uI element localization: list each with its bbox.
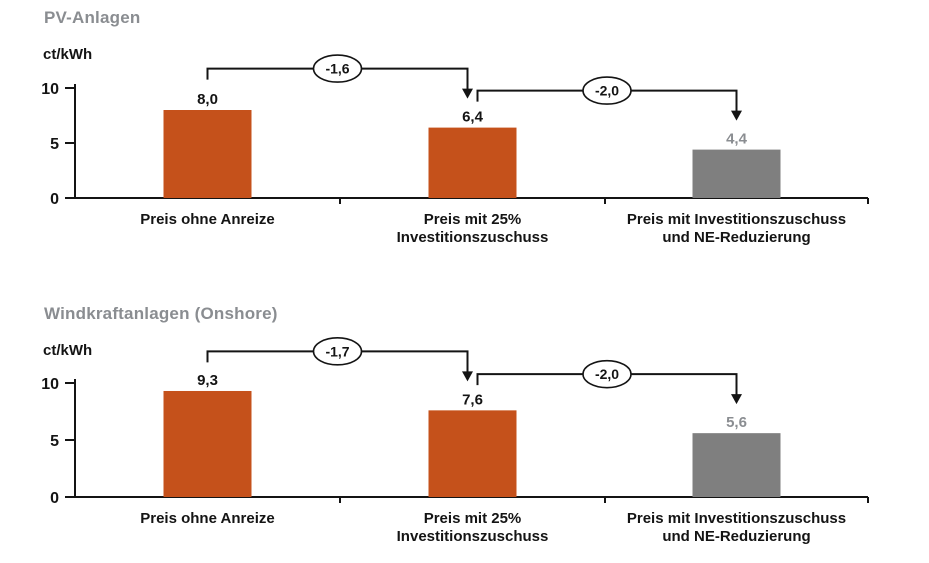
delta-label: -1,6	[325, 61, 349, 77]
category-label: Preis mit 25% Investitionszuschuss	[397, 510, 549, 545]
y-axis-unit-label: ct/kWh	[43, 342, 93, 359]
delta-arrowhead	[462, 371, 473, 382]
bar	[163, 390, 252, 497]
category-label: Preis ohne Anreize	[140, 510, 275, 527]
y-tick-label: 0	[50, 191, 59, 208]
y-tick-label: 10	[41, 81, 59, 98]
bar-value-label: 8,0	[197, 91, 218, 108]
y-tick-label: 5	[50, 433, 59, 450]
bar-value-label: 7,6	[462, 391, 483, 408]
category-label: Preis mit Investitionszuschuss und NE-Red…	[627, 510, 846, 545]
wind-bar-chart-canvas: 0 5 10 9,3 7,6 5,6 Preis ohne Anreize Preis mit…	[41, 337, 869, 545]
delta-ellipse	[312, 54, 363, 83]
delta-label: -1,7	[325, 343, 349, 359]
chart-windkraftanlagen: 0 5 10 9,3 7,6 5,6 Preis ohne Anreize Preis mit…	[0, 296, 929, 563]
bar	[692, 149, 781, 198]
bar-value-label: 4,4	[726, 131, 748, 148]
delta-label: -2,0	[595, 366, 619, 382]
chart-pv-anlagen: 0 5 10 8,0 6,4 4,4 Preis ohne Anreize Preis mit…	[41, 8, 869, 246]
delta-label: -2,0	[595, 83, 619, 99]
category-label: Preis ohne Anreize	[140, 211, 275, 228]
chart-title: PV-Anlagen	[44, 8, 141, 27]
category-label: Preis mit 25% Investitionszuschuss	[397, 211, 549, 246]
chart-title: Windkraftanlagen (Onshore)	[44, 304, 278, 323]
bar	[692, 433, 781, 497]
bar-value-label: 9,3	[197, 372, 218, 389]
bar	[428, 127, 517, 198]
delta-ellipse	[582, 359, 632, 389]
category-label: Preis mit Investitionszuschuss und NE-Red…	[627, 211, 846, 246]
y-tick-label: 10	[41, 376, 59, 393]
delta-ellipse	[582, 76, 632, 105]
delta-ellipse	[312, 337, 363, 366]
pv-bar-chart-canvas: 0 5 10 8,0 6,4 4,4 Preis ohne Anreize Preis mit…	[41, 54, 869, 246]
bar-value-label: 6,4	[462, 109, 484, 126]
delta-arrowhead	[731, 110, 742, 121]
delta-arrowhead	[462, 88, 473, 99]
bar-value-label: 5,6	[726, 414, 747, 431]
delta-arrowhead	[731, 394, 742, 405]
bar	[428, 410, 517, 497]
y-tick-label: 0	[50, 490, 59, 507]
bar	[163, 110, 252, 198]
y-axis-unit-label: ct/kWh	[43, 46, 93, 63]
y-tick-label: 5	[50, 136, 59, 153]
